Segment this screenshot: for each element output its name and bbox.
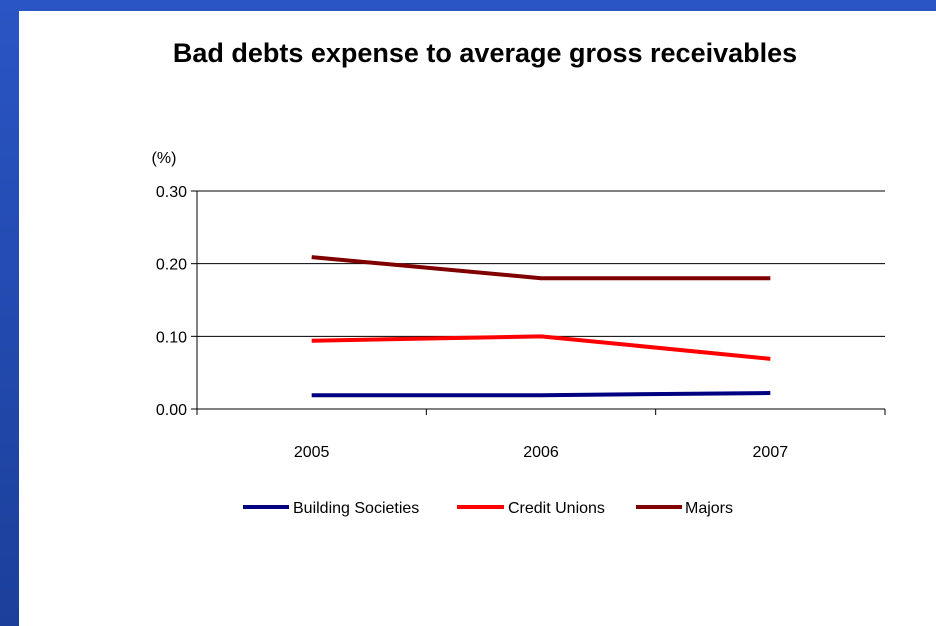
y-tick-label: 0.30 [156,184,187,201]
legend-label: Majors [685,500,733,517]
axes-layer: 0.00 0.10 0.20 0.30 2005 2006 2007 [156,184,886,461]
slide-panel [19,11,936,626]
series-layer [311,255,771,398]
x-tick-label: 2006 [523,444,559,461]
series-line-0 [311,391,771,398]
grid-layer [197,190,885,337]
y-tick-label: 0.00 [156,402,187,419]
x-tick-label: 2005 [294,444,330,461]
legend: Building Societies Credit Unions Majors [243,500,733,517]
legend-label: Building Societies [293,500,419,517]
series-line-2 [311,255,771,281]
series-line-1 [311,334,771,361]
chart-title: Bad debts expense to average gross recei… [173,38,797,68]
legend-label: Credit Unions [508,500,605,517]
y-tick-label: 0.20 [156,257,187,274]
y-tick-label: 0.10 [156,329,187,346]
x-tick-label: 2007 [753,444,789,461]
y-axis-label: (%) [152,150,177,167]
